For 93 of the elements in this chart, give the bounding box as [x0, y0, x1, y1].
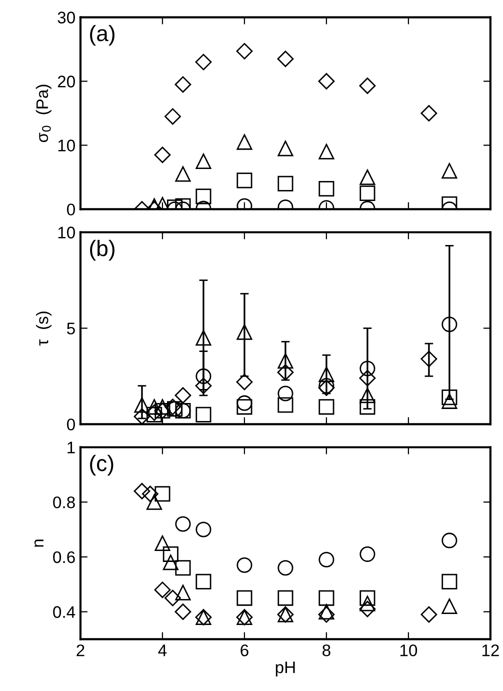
point [318, 399, 334, 415]
point [195, 378, 212, 394]
y-tick-label: 10 [58, 140, 75, 152]
point [175, 560, 191, 576]
point [420, 105, 438, 122]
point [442, 598, 458, 614]
point [142, 486, 158, 502]
point [236, 324, 252, 340]
point [174, 76, 192, 93]
point [154, 146, 171, 164]
point [134, 397, 150, 413]
point [236, 374, 253, 390]
y-axis-title: σ$_{0}$ (Pa) [36, 84, 52, 142]
point [164, 108, 181, 125]
point [174, 604, 192, 620]
point [278, 140, 294, 156]
point [277, 364, 294, 381]
point [442, 196, 458, 210]
y-tick-label: 20 [58, 76, 75, 88]
point [196, 522, 212, 538]
point [360, 546, 376, 562]
y-axis-title: τ (s) [36, 312, 52, 346]
point [360, 590, 376, 606]
x-tick-label: 12 [482, 644, 499, 656]
x-axis-title: pH [276, 662, 295, 676]
point [278, 397, 294, 413]
y-tick-label: 0 [67, 204, 75, 216]
y-tick-label: 0.4 [53, 606, 76, 618]
point [360, 360, 376, 376]
point [278, 560, 294, 576]
point [162, 546, 178, 562]
point [318, 552, 334, 568]
point [359, 600, 376, 618]
point [420, 350, 438, 368]
point [359, 370, 376, 386]
y-tick-label: 5 [67, 322, 75, 334]
point [442, 393, 458, 409]
point [162, 554, 178, 570]
point [442, 390, 458, 406]
y-tick-label: 1 [68, 442, 75, 454]
point [278, 353, 294, 369]
point [196, 153, 212, 170]
point [175, 516, 191, 532]
point [154, 486, 170, 502]
point [277, 50, 294, 68]
point [359, 78, 376, 94]
y-tick-label: 0 [67, 418, 75, 430]
point [196, 368, 212, 384]
point [442, 574, 458, 590]
annotation: (a) [90, 24, 114, 46]
point [360, 399, 376, 415]
annotation: (b) [90, 240, 114, 261]
point [196, 574, 212, 590]
point [134, 482, 150, 500]
point [236, 557, 252, 573]
point [442, 532, 458, 548]
x-tick-label: 2 [76, 644, 84, 656]
point [134, 408, 150, 424]
point [236, 590, 252, 606]
x-tick-label: 8 [322, 644, 330, 656]
point [236, 395, 252, 411]
point [196, 406, 212, 422]
y-tick-label: 0.8 [53, 496, 75, 508]
point [236, 399, 252, 415]
point [318, 366, 334, 382]
point [146, 494, 162, 510]
point [154, 535, 170, 551]
point [164, 590, 181, 606]
point [360, 596, 376, 612]
point [360, 388, 376, 404]
point [442, 316, 458, 332]
y-axis-title: n [34, 540, 44, 547]
y-tick-label: 10 [58, 226, 75, 238]
point [236, 134, 252, 150]
y-tick-label: 30 [58, 12, 75, 24]
point [318, 144, 334, 160]
point [175, 584, 191, 600]
point [318, 73, 335, 90]
point [420, 606, 438, 623]
point [174, 387, 192, 404]
y-tick-label: 0.6 [53, 551, 75, 564]
x-tick-label: 6 [240, 644, 248, 656]
point [154, 582, 171, 598]
point [278, 386, 294, 402]
point [195, 54, 212, 70]
point [196, 330, 212, 346]
x-tick-label: 10 [400, 644, 418, 656]
x-tick-label: 4 [158, 644, 167, 656]
annotation: (c) [90, 454, 114, 476]
point [278, 590, 294, 606]
point [318, 606, 335, 623]
point [236, 42, 253, 60]
point [318, 590, 334, 606]
